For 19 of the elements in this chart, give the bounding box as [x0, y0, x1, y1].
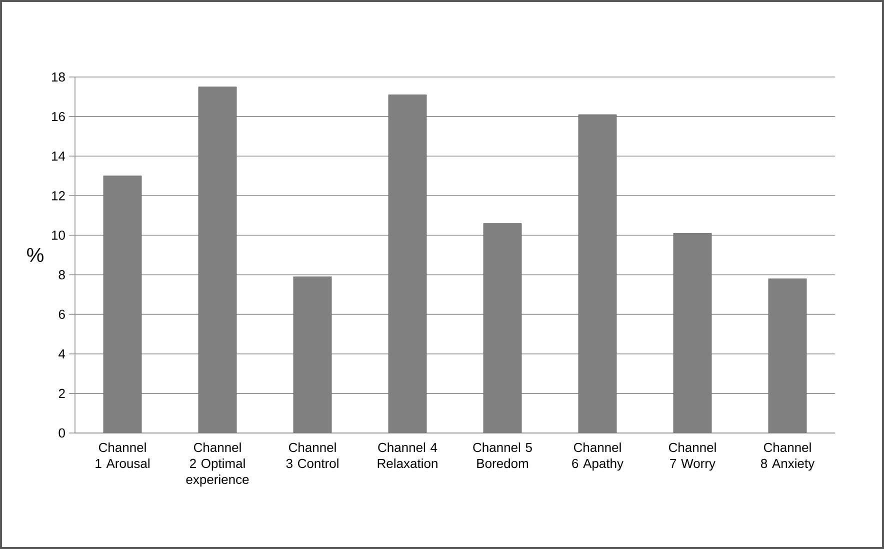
x-tick-label: Channel 6 Apathy	[572, 442, 624, 471]
y-tick-label: 6	[58, 310, 65, 319]
y-tick-label: 8	[58, 270, 65, 280]
y-tick-label: 0	[58, 428, 65, 438]
y-tick-label: 10	[52, 230, 65, 240]
y-axis-title: %	[27, 248, 44, 262]
x-tick-label: Channel 3 Control	[286, 442, 338, 468]
y-tick-label: 18	[52, 72, 65, 82]
y-tick-label: 4	[58, 349, 66, 358]
y-tick-label: 12	[52, 191, 65, 200]
y-tick-label: 2	[58, 388, 65, 398]
x-tick-label: Channel 8 Anxiety	[760, 442, 815, 471]
x-tick-label: Channel 1 Arousal	[96, 442, 150, 468]
y-tick-label: 16	[52, 112, 65, 122]
y-tick-label: 14	[52, 152, 66, 161]
x-tick-label: Channel 2 Optimal experience	[186, 442, 249, 487]
x-tick-label: Channel 4 Relaxation	[378, 442, 438, 468]
x-tick-label: Channel 7 Worry	[668, 442, 716, 471]
x-tick-label: Channel 5 Boredom	[473, 442, 532, 468]
